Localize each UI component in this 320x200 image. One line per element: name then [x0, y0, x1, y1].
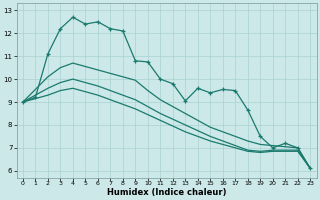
X-axis label: Humidex (Indice chaleur): Humidex (Indice chaleur) — [107, 188, 226, 197]
